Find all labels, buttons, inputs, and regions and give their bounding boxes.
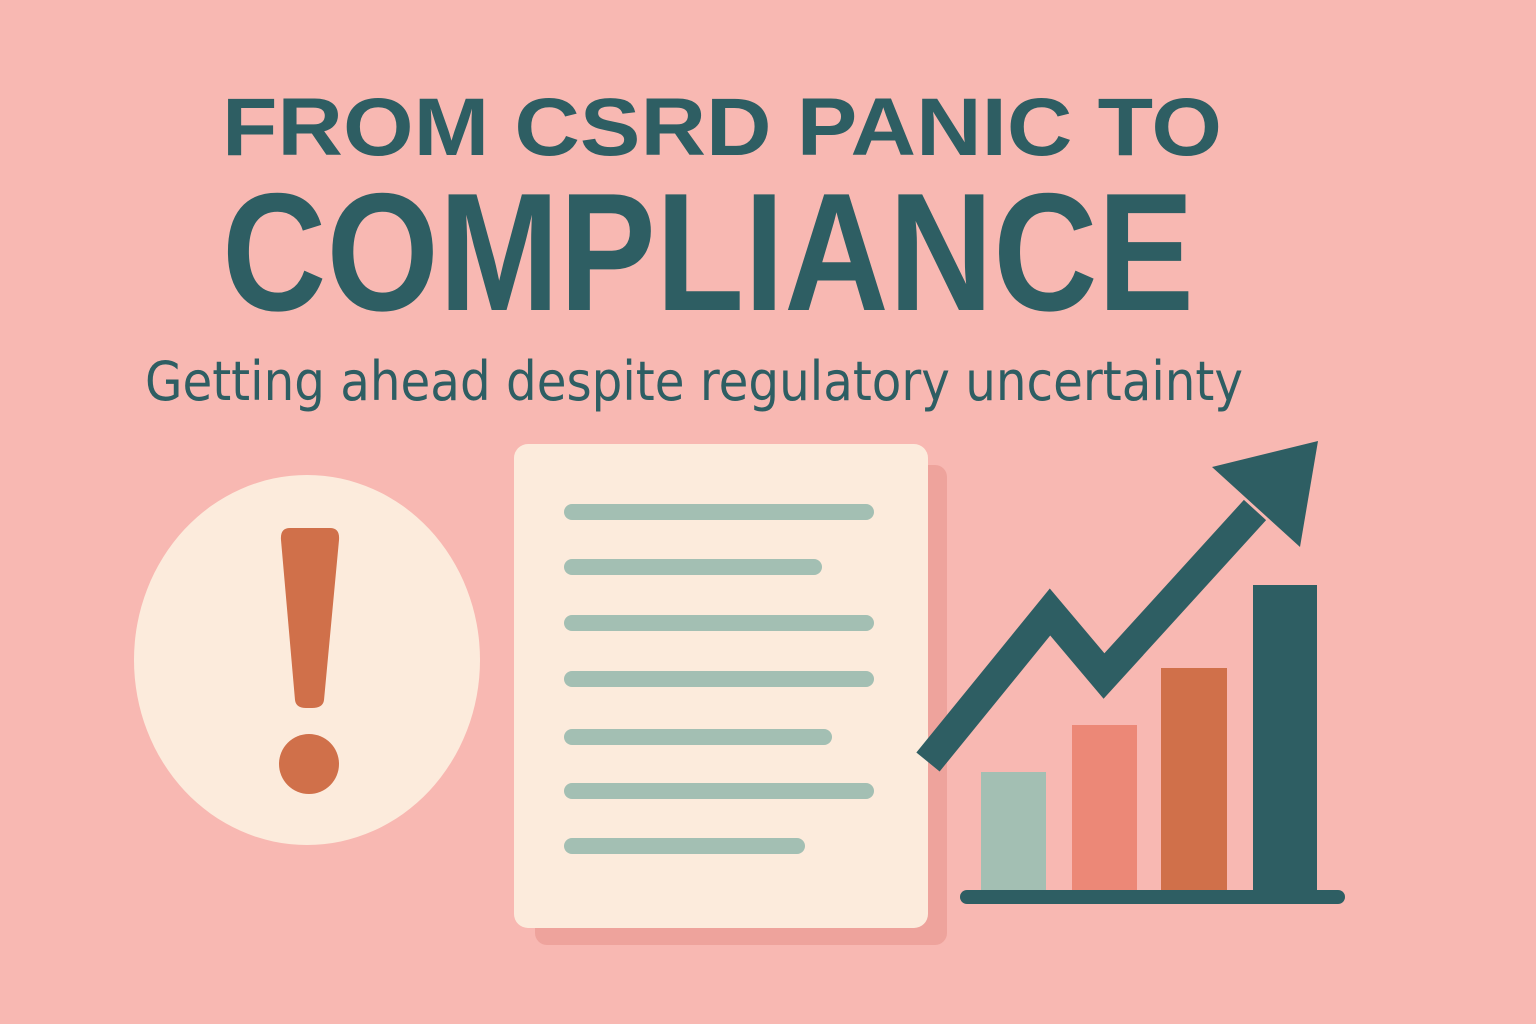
subtitle: Getting ahead despite regulatory uncerta… — [145, 350, 1243, 413]
title-line-2: COMPLIANCE — [222, 158, 1194, 346]
title-line-1: FROM CSRD PANIC TO — [222, 82, 1222, 173]
chart-bar — [1161, 668, 1227, 890]
warning-icon — [134, 475, 480, 845]
growth-chart-icon — [916, 441, 1345, 904]
chart-bar — [1072, 725, 1137, 890]
chart-bar — [1253, 585, 1317, 890]
exclamation-dot — [279, 734, 339, 794]
exclamation-bar — [280, 528, 340, 708]
chart-bar — [981, 772, 1046, 890]
trend-arrow-line — [916, 499, 1267, 772]
trend-arrow-head — [1212, 441, 1318, 547]
document-icon — [514, 444, 947, 945]
document-lines — [564, 504, 874, 854]
